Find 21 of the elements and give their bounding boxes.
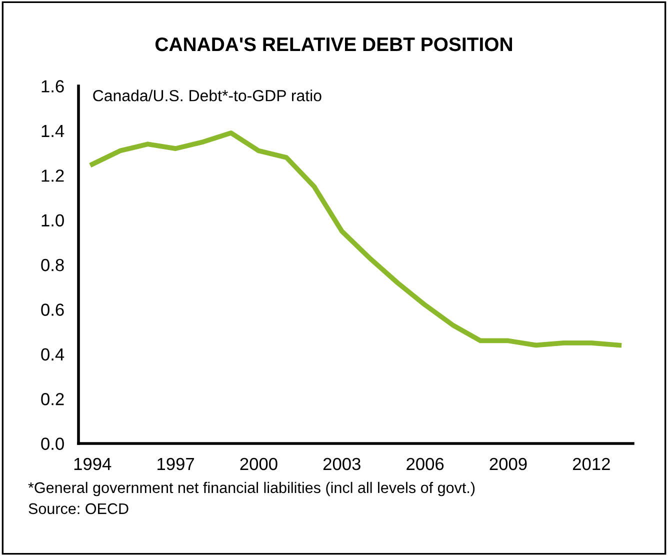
y-tick-label: 0.8 bbox=[41, 258, 64, 272]
x-tick-label: 2012 bbox=[572, 458, 610, 470]
source-note: Source: OECD bbox=[28, 503, 128, 514]
chart-title: CANADA'S RELATIVE DEBT POSITION bbox=[155, 37, 512, 52]
x-tick-label: 2000 bbox=[240, 458, 278, 470]
y-tick-label: 0.4 bbox=[41, 348, 64, 361]
text: *General government net financial liabilities (incl all levels of govt.) bbox=[28, 482, 475, 496]
y-tick-label: 0.2 bbox=[41, 392, 64, 406]
y-tick-label: 1.0 bbox=[42, 214, 64, 227]
x-tick-label: 1994 bbox=[74, 458, 112, 470]
x-tick-label: 1997 bbox=[158, 458, 194, 470]
y-tick-label: 1.6 bbox=[42, 80, 64, 92]
y-tick-label: 0.6 bbox=[41, 304, 64, 316]
line-series bbox=[90, 130, 622, 348]
y-axis-title: Canada/U.S. Debt*-to-GDP ratio bbox=[93, 90, 322, 102]
x-tick-label: 2006 bbox=[406, 458, 444, 470]
x-tick-label: 2009 bbox=[490, 458, 527, 470]
y-tick-label: 0.0 bbox=[41, 438, 64, 450]
x-tick-label: 2003 bbox=[323, 458, 360, 470]
y-tick-label: 1.2 bbox=[42, 170, 64, 182]
y-tick-label: 1.4 bbox=[42, 125, 64, 137]
